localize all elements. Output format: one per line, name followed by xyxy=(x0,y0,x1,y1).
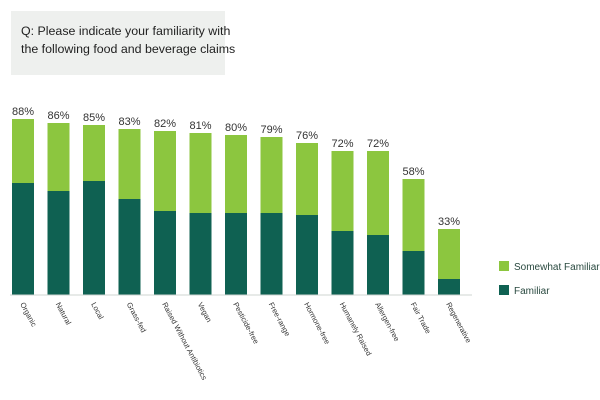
legend: Somewhat Familiar Familiar xyxy=(499,261,600,297)
question-box: Q: Please indicate your familiarity with… xyxy=(11,11,236,75)
total-label-organic: 88% xyxy=(12,106,34,118)
bar-somewhat-familiar-organic xyxy=(12,119,34,183)
bar-familiar-natural xyxy=(47,191,70,295)
legend-swatch-familiar xyxy=(499,285,509,295)
total-labels-group: 88% 86% 85% 83% 82% 81% 80% 79% 76% 72% 72% 58% 33% xyxy=(12,106,460,228)
bar-somewhat-familiar-regenerative xyxy=(438,229,460,279)
bar-familiar-local xyxy=(83,181,105,295)
category-label-free-range: Free-range xyxy=(267,301,292,338)
bar-familiar-humanely-raised xyxy=(331,231,354,295)
question-line-2: the following food and beverage claims xyxy=(21,42,236,56)
bar-familiar-hormone-free xyxy=(296,215,318,295)
bar-familiar-pesticide-free xyxy=(225,213,247,295)
total-label-pesticide-free: 80% xyxy=(225,122,247,134)
category-label-fair-trade: Fair Trade xyxy=(409,301,433,335)
total-label-fair-trade: 58% xyxy=(402,166,424,178)
legend-label-somewhat-familiar: Somewhat Familiar xyxy=(514,262,600,273)
bar-somewhat-familiar-fair-trade xyxy=(402,179,425,251)
category-label-vegan: Vegan xyxy=(196,301,214,324)
category-label-humanely-raised: Humanely Raised xyxy=(338,301,374,357)
total-label-regenerative: 33% xyxy=(438,216,460,228)
total-label-raised-without-antibiotics: 82% xyxy=(154,118,176,130)
bar-somewhat-familiar-pesticide-free xyxy=(225,135,247,213)
category-label-local: Local xyxy=(89,301,106,321)
bar-somewhat-familiar-free-range xyxy=(260,137,283,213)
category-label-regenerative: Regenerative xyxy=(444,301,473,345)
total-label-vegan: 81% xyxy=(189,120,211,132)
bar-familiar-regenerative xyxy=(438,279,460,295)
total-label-allergen-free: 72% xyxy=(367,138,389,150)
category-label-natural: Natural xyxy=(54,301,73,327)
total-label-local: 85% xyxy=(83,112,105,124)
total-label-humanely-raised: 72% xyxy=(331,138,353,150)
legend-swatch-somewhat-familiar xyxy=(499,261,509,271)
bar-familiar-vegan xyxy=(189,213,212,295)
bar-somewhat-familiar-vegan xyxy=(189,133,212,213)
bar-somewhat-familiar-grass-fed xyxy=(118,129,141,199)
total-label-hormone-free: 76% xyxy=(296,130,318,142)
bar-familiar-raised-without-antibiotics xyxy=(154,211,176,295)
legend-label-familiar: Familiar xyxy=(514,286,550,297)
bar-somewhat-familiar-natural xyxy=(47,123,70,191)
bars-group xyxy=(12,119,460,295)
category-label-hormone-free: Hormone-free xyxy=(302,301,332,346)
bar-somewhat-familiar-hormone-free xyxy=(296,143,318,215)
bar-familiar-free-range xyxy=(260,213,283,295)
bar-somewhat-familiar-raised-without-antibiotics xyxy=(154,131,176,211)
bar-familiar-grass-fed xyxy=(118,199,141,295)
bar-familiar-fair-trade xyxy=(402,251,425,295)
category-label-allergen-free: Allergen-free xyxy=(373,301,401,343)
question-line-1: Q: Please indicate your familiarity with xyxy=(21,24,231,38)
category-labels-group: Organic Natural Local Grass-fed Raised Witho… xyxy=(18,301,473,382)
bar-somewhat-familiar-allergen-free xyxy=(367,151,389,235)
category-label-grass-fed: Grass-fed xyxy=(125,301,148,334)
total-label-grass-fed: 83% xyxy=(118,116,140,128)
category-label-organic: Organic xyxy=(18,301,38,329)
total-label-natural: 86% xyxy=(47,110,69,122)
bar-familiar-organic xyxy=(12,183,34,295)
category-label-pesticide-free: Pesticide-free xyxy=(231,301,260,346)
bar-somewhat-familiar-local xyxy=(83,125,105,181)
total-label-free-range: 79% xyxy=(260,124,282,136)
bar-familiar-allergen-free xyxy=(367,235,389,295)
bar-somewhat-familiar-humanely-raised xyxy=(331,151,354,231)
